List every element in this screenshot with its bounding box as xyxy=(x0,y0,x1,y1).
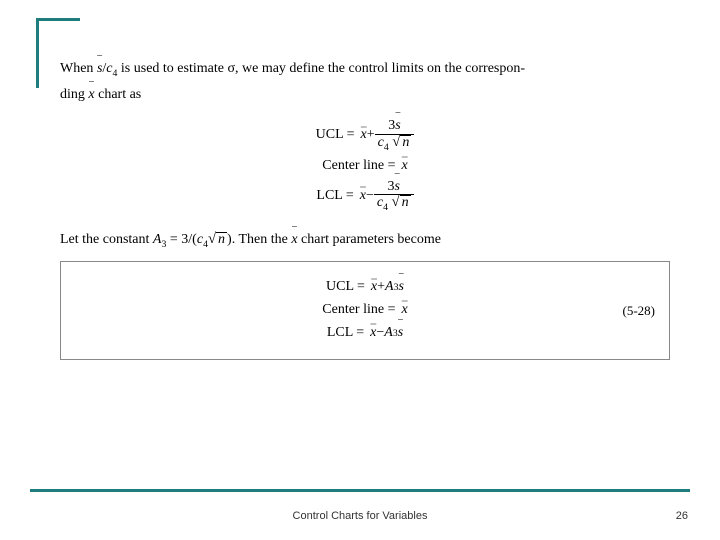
s-bar: s xyxy=(97,60,102,79)
x-double-bar: x xyxy=(371,278,377,297)
eq1-lcl: LCL = x − 3s c4 √n xyxy=(60,180,670,214)
p2-mid1: = 3/( xyxy=(170,232,197,247)
eq1-ucl: UCL = x + 3s c4 √n xyxy=(60,119,670,153)
x-double-bar: x xyxy=(370,324,376,343)
intro-pre: When xyxy=(60,61,97,76)
intro-paragraph-line2: ding x chart as xyxy=(60,86,670,105)
eq2-ucl: UCL = x + A3 s xyxy=(79,278,651,297)
paragraph-2: Let the constant A3 = 3/(c4√n). Then the… xyxy=(60,231,670,251)
eq1-num2: 3s xyxy=(374,180,414,196)
sqrt-n2: √n xyxy=(392,195,411,210)
A-sub: 3 xyxy=(161,239,166,250)
eq1-fraction2: 3s c4 √n xyxy=(374,180,414,214)
equation-block-2: UCL = x + A3 s Center line = x LCL = x −… xyxy=(79,278,651,343)
boxed-equations: UCL = x + A3 s Center line = x LCL = x −… xyxy=(60,261,670,360)
slide: When s/c4 is used to estimate σ, we may … xyxy=(0,0,720,540)
x-double-bar: x xyxy=(361,126,367,145)
eq1-ucl-lhs: UCL = xyxy=(316,126,355,145)
s-bar3: s xyxy=(398,324,403,343)
A3: A xyxy=(385,278,394,297)
eq2-lcl-lhs: LCL = xyxy=(327,324,364,343)
frame-top-border xyxy=(36,18,80,21)
eq2-ucl-lhs: UCL = xyxy=(326,278,365,297)
c4-sub: 4 xyxy=(113,68,118,79)
x-double-bar: x xyxy=(360,187,366,206)
minus: − xyxy=(366,187,374,206)
eq2-cl: Center line = x xyxy=(79,301,651,320)
eq1-lcl-lhs: LCL = xyxy=(316,187,353,206)
eq1-den2: c4 √n xyxy=(374,195,414,213)
eq1-num: 3s xyxy=(375,119,415,135)
intro-paragraph-line1: When s/c4 is used to estimate σ, we may … xyxy=(60,60,670,80)
p2-tail: chart parameters become xyxy=(301,232,441,247)
bottom-rule xyxy=(30,489,690,492)
page-number: 26 xyxy=(676,510,688,522)
eq2-cl-lhs: Center line = xyxy=(322,301,395,320)
eq1-den: c4 √n xyxy=(375,135,415,153)
equation-block-1: UCL = x + 3s c4 √n Center line = x LCL =… xyxy=(60,119,670,213)
A3b: A xyxy=(384,324,393,343)
frame-left-border xyxy=(36,18,39,88)
x-bar: x xyxy=(88,86,94,105)
intro-line2b: chart as xyxy=(98,87,141,102)
eq1-fraction: 3s c4 √n xyxy=(375,119,415,153)
sqrt-n: √n xyxy=(392,135,411,150)
equation-number: (5-28) xyxy=(623,302,656,320)
intro-mid: is used to estimate σ, we may define the… xyxy=(121,61,525,76)
footer-title: Control Charts for Variables xyxy=(0,510,720,522)
eq2-lcl: LCL = x − A3 s xyxy=(79,324,651,343)
intro-line2a: ding xyxy=(60,87,88,102)
eq1-cl-lhs: Center line = xyxy=(322,157,395,176)
plus: + xyxy=(367,126,375,145)
sqrt-n3: √n xyxy=(208,232,227,247)
content-area: When s/c4 is used to estimate σ, we may … xyxy=(60,60,670,360)
s-bar2: s xyxy=(399,278,404,297)
eq1-cl: Center line = x xyxy=(60,157,670,176)
x-double-bar: x xyxy=(402,157,408,176)
x-bar2: x xyxy=(291,231,297,250)
p2-pre: Let the constant xyxy=(60,232,153,247)
p2-mid2: ). Then the xyxy=(227,232,291,247)
plus: + xyxy=(377,278,385,297)
